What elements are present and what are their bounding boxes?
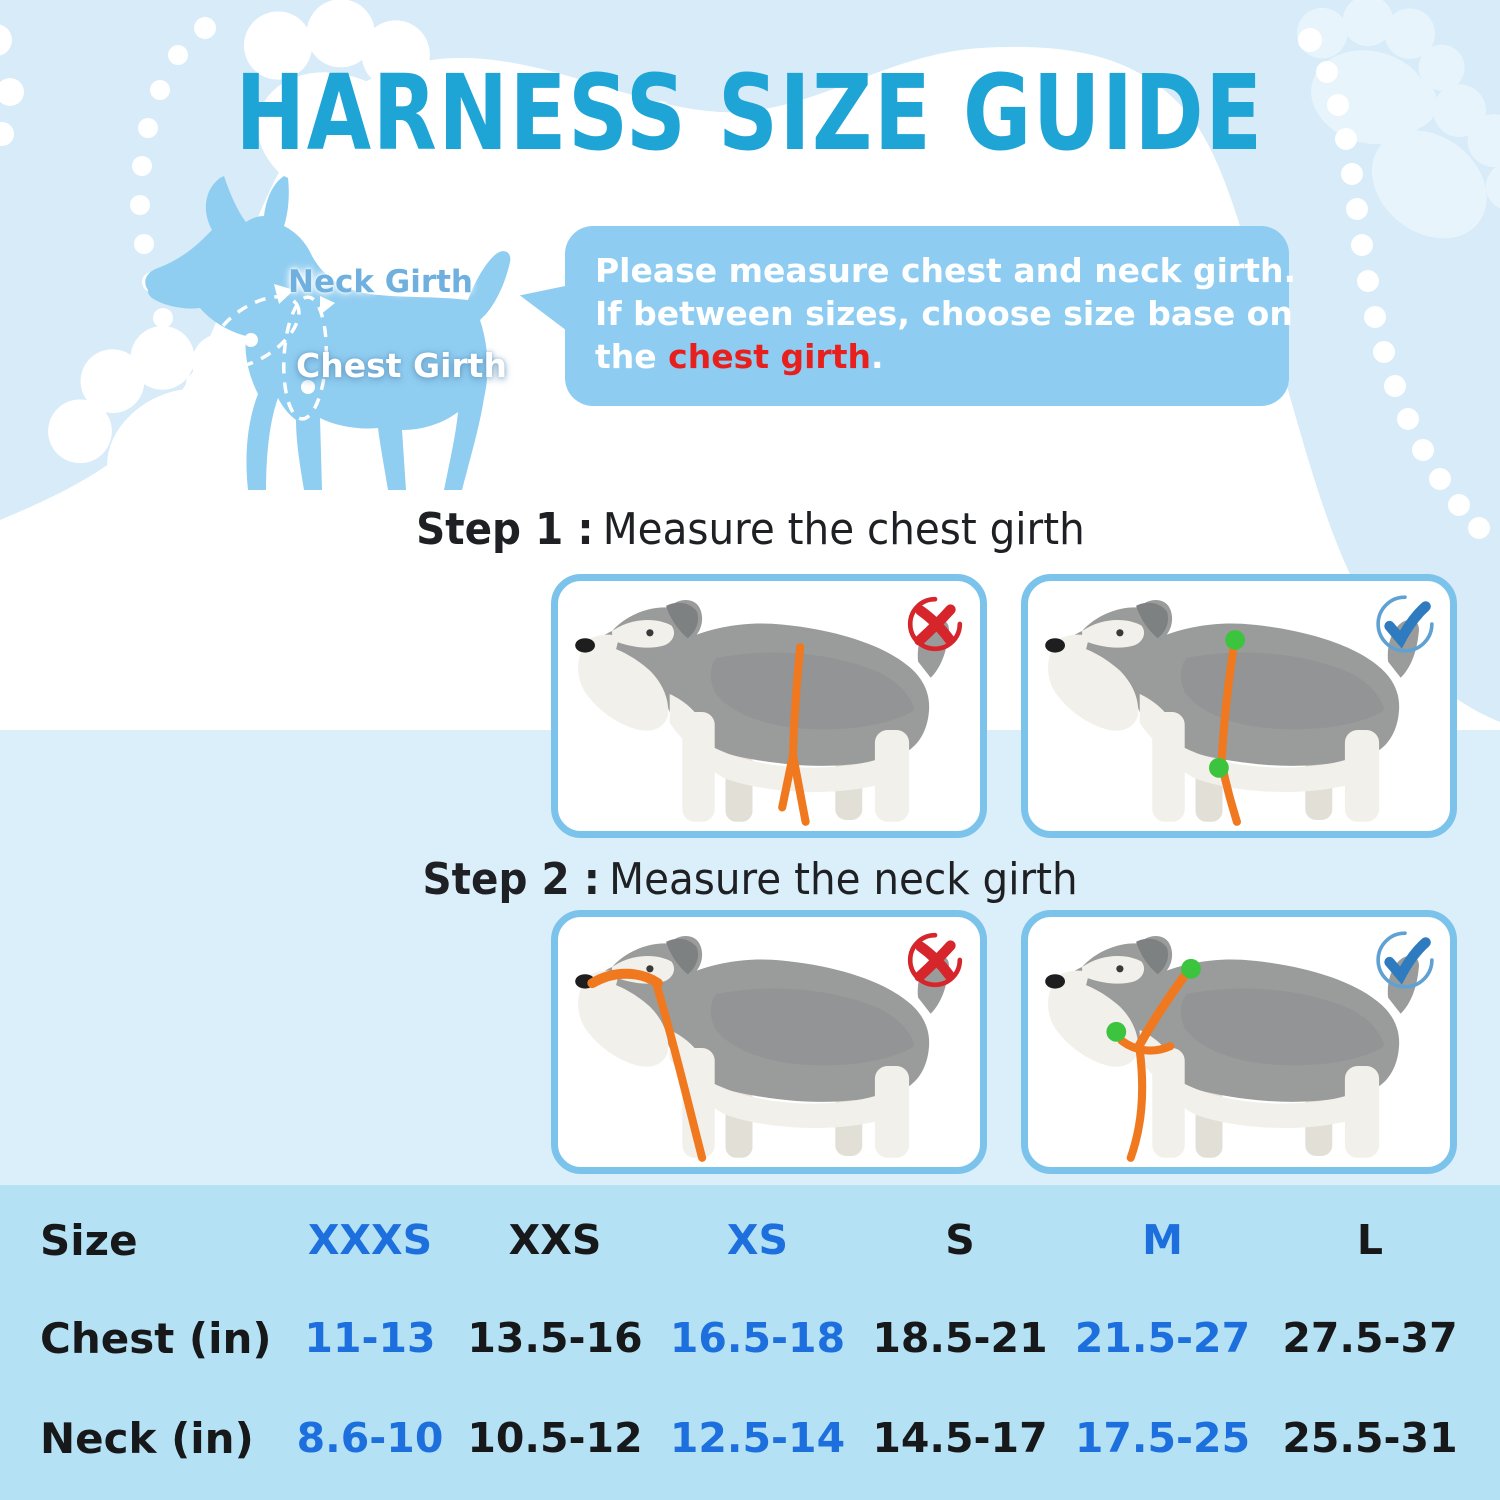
step2-right-card <box>1021 910 1457 1174</box>
neck-l: 25.5-31 <box>1282 1414 1458 1462</box>
bubble-line-1: Please measure chest and neck girth. <box>595 251 1297 290</box>
step1-heading: Step 1 : Measure the chest girth <box>415 504 1085 555</box>
col-l: L <box>1356 1216 1384 1264</box>
col-m: M <box>1142 1216 1183 1264</box>
paw-print-icon <box>0 0 487 554</box>
chest-l: 27.5-37 <box>1282 1314 1458 1362</box>
chest-girth-accent-text: chest girth <box>668 336 871 376</box>
col-xxs: XXS <box>508 1216 602 1264</box>
neck-row-label: Neck (in) <box>40 1413 254 1463</box>
neck-xxs: 10.5-12 <box>467 1414 643 1462</box>
neck-measurements-row: Neck (in) 8.6-10 10.5-12 12.5-14 14.5-17… <box>0 1406 1500 1470</box>
red-x-icon <box>907 596 963 652</box>
dog-photo-neck-wrong <box>575 935 949 1162</box>
chest-row-label: Chest (in) <box>40 1313 272 1363</box>
size-table-header-row: Size XXXS XXS XS S M L <box>0 1208 1500 1272</box>
neck-s: 14.5-17 <box>872 1414 1048 1462</box>
chest-measurements-row: Chest (in) 11-13 13.5-16 16.5-18 18.5-21… <box>0 1306 1500 1370</box>
chest-xs: 16.5-18 <box>669 1314 846 1362</box>
measure-arrows <box>244 284 335 394</box>
chihuahua-silhouette-diagram <box>145 176 511 490</box>
dog-photo-neck-right <box>1045 935 1419 1162</box>
col-s: S <box>945 1216 975 1264</box>
dog-photo-chest-wrong <box>575 599 949 826</box>
col-xs: XS <box>726 1216 789 1264</box>
blue-check-icon <box>1376 931 1434 989</box>
measure-note-bubble: Please measure chest and neck girth. If … <box>516 226 1297 406</box>
neck-m: 17.5-25 <box>1074 1414 1251 1462</box>
chest-girth-ellipse <box>282 295 328 421</box>
col-size-label: Size <box>40 1215 138 1265</box>
chest-xxs: 13.5-16 <box>467 1314 643 1362</box>
step2-heading: Step 2 : Measure the neck girth <box>422 854 1078 905</box>
bubble-dot-trail <box>552 84 708 126</box>
bubble-line-3: the chest girth. <box>595 336 884 376</box>
table-background-band <box>0 1185 1500 1500</box>
chest-m: 21.5-27 <box>1074 1314 1251 1362</box>
bubble-line-2: If between sizes, choose size base on <box>595 293 1293 333</box>
neck-girth-label: Neck Girth <box>288 264 474 300</box>
chest-girth-label: Chest Girth <box>296 346 507 385</box>
col-xxxs: XXXS <box>307 1216 433 1264</box>
neck-xs: 12.5-14 <box>669 1414 846 1462</box>
page-title: HARNESS SIZE GUIDE <box>235 52 1265 174</box>
step1-wrong-card <box>551 574 987 838</box>
red-x-icon <box>907 932 963 988</box>
chest-xxxs: 11-13 <box>304 1314 436 1362</box>
neck-xxxs: 8.6-10 <box>296 1414 444 1462</box>
bubble-tail <box>516 279 572 331</box>
blue-check-icon <box>1376 595 1434 653</box>
dog-photo-chest-right <box>1045 599 1419 826</box>
chest-s: 18.5-21 <box>872 1314 1048 1362</box>
step2-wrong-card <box>551 910 987 1174</box>
step1-right-card <box>1021 574 1457 838</box>
